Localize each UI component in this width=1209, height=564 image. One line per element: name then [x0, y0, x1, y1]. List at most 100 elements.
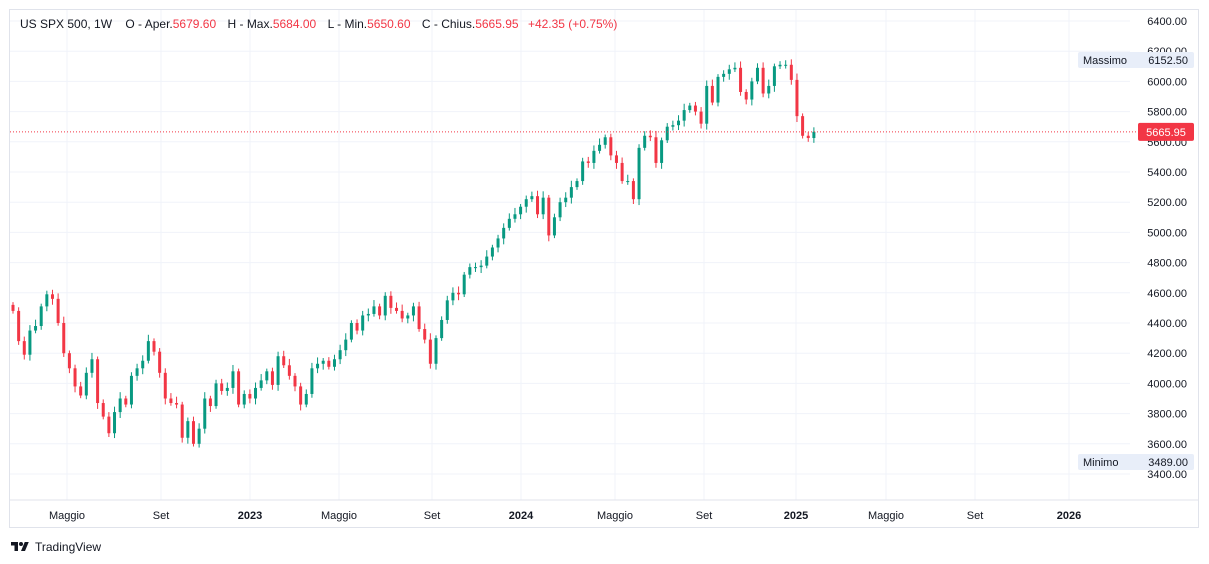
candle-body — [733, 67, 737, 70]
candle-body — [755, 67, 759, 82]
candle-body — [688, 105, 692, 111]
candle-body — [784, 64, 788, 66]
y-tick-label: 4600.00 — [1147, 288, 1187, 300]
candle-body — [355, 323, 359, 331]
candle-body — [710, 85, 714, 103]
candle-body — [586, 161, 590, 163]
candle-body — [45, 294, 49, 307]
candle-body — [96, 359, 100, 404]
candle-body — [180, 404, 184, 438]
close-value: 5665.95 — [475, 17, 519, 31]
last-price-badge — [1138, 122, 1194, 141]
candle-body — [259, 380, 263, 388]
candle-body — [739, 67, 743, 92]
candle-body — [417, 306, 421, 330]
candle-body — [316, 363, 320, 369]
candle-body — [558, 202, 562, 218]
candle-body — [598, 144, 602, 151]
candle-body — [248, 393, 252, 399]
candle-body — [806, 135, 810, 139]
x-tick-label: Maggio — [868, 510, 904, 522]
y-tick-label: 3400.00 — [1147, 469, 1187, 481]
y-tick-label: 4400.00 — [1147, 318, 1187, 330]
candle-body — [513, 214, 517, 219]
y-tick-label: 5200.00 — [1147, 197, 1187, 209]
candle-body — [406, 315, 410, 319]
candle-body — [434, 338, 438, 364]
candle-body — [175, 403, 179, 405]
candle-body — [722, 73, 726, 77]
max-badge — [1078, 52, 1194, 68]
candle-body — [208, 398, 212, 407]
candle-body — [349, 323, 353, 340]
candle-body — [169, 398, 173, 404]
y-tick-label: 5800.00 — [1147, 107, 1187, 119]
candle-body — [541, 197, 545, 215]
candle-body — [395, 307, 399, 311]
x-tick-label: Maggio — [49, 510, 85, 522]
candle-body — [462, 274, 466, 295]
candle-body — [795, 79, 799, 117]
candle-body — [146, 341, 150, 361]
candle-body — [801, 116, 805, 136]
candle-body — [107, 416, 111, 434]
brand-footer[interactable]: TradingView — [9, 538, 101, 556]
candle-body — [191, 421, 195, 444]
low-value: 5650.60 — [367, 17, 411, 31]
candle-body — [90, 359, 94, 373]
candle-body — [496, 238, 500, 248]
change-value: +42.35 (+0.75%) — [527, 17, 618, 31]
candle-body — [79, 386, 83, 396]
candle-body — [677, 120, 681, 126]
y-tick-label: 3600.00 — [1147, 439, 1187, 451]
candle-body — [812, 131, 816, 139]
y-tick-label: 3800.00 — [1147, 409, 1187, 421]
candle-body — [293, 375, 297, 387]
chart-header: US SPX 500, 1W O - Aper.5679.60 H - Max.… — [20, 17, 617, 31]
candle-body — [129, 375, 133, 405]
y-tick-label: 4200.00 — [1147, 348, 1187, 360]
candle-body — [705, 85, 709, 124]
symbol-label[interactable]: US SPX 500, 1W — [20, 17, 113, 31]
x-tick-label: 2026 — [1057, 510, 1081, 522]
candle-body — [50, 294, 54, 299]
min-value: 3489.00 — [1148, 457, 1188, 469]
candle-body — [321, 360, 325, 364]
x-tick-label: Set — [696, 510, 713, 522]
tradingview-logo-icon — [11, 542, 29, 551]
candle-body — [507, 218, 511, 228]
candle-body — [400, 310, 404, 319]
candle-body — [744, 91, 748, 100]
candle-body — [428, 339, 432, 364]
candle-body — [366, 313, 370, 316]
candle-body — [327, 360, 331, 367]
candle-body — [716, 76, 720, 103]
candle-body — [631, 181, 635, 200]
candle-body — [214, 383, 218, 407]
candle-body — [536, 196, 540, 215]
candle-body — [237, 371, 241, 405]
candle-body — [372, 306, 376, 314]
candle-body — [485, 256, 489, 266]
candle-body — [502, 227, 506, 239]
candle-body — [203, 398, 207, 429]
candle-body — [197, 428, 201, 444]
candle-body — [270, 371, 274, 385]
y-tick-label: 6000.00 — [1147, 76, 1187, 88]
candle-body — [254, 387, 258, 399]
y-tick-label: 6400.00 — [1147, 16, 1187, 28]
candle-body — [473, 267, 477, 269]
candle-body — [575, 181, 579, 188]
candle-body — [389, 295, 393, 308]
candle-body — [39, 306, 43, 327]
x-tick-label: 2023 — [238, 510, 262, 522]
candle-body — [113, 412, 117, 434]
max-value: 6152.50 — [1148, 55, 1188, 67]
candle-body — [158, 351, 162, 373]
candle-body — [761, 67, 765, 94]
candle-body — [479, 265, 483, 268]
candle-body — [614, 155, 618, 163]
x-tick-label: Maggio — [321, 510, 357, 522]
x-tick-label: 2024 — [509, 510, 534, 522]
